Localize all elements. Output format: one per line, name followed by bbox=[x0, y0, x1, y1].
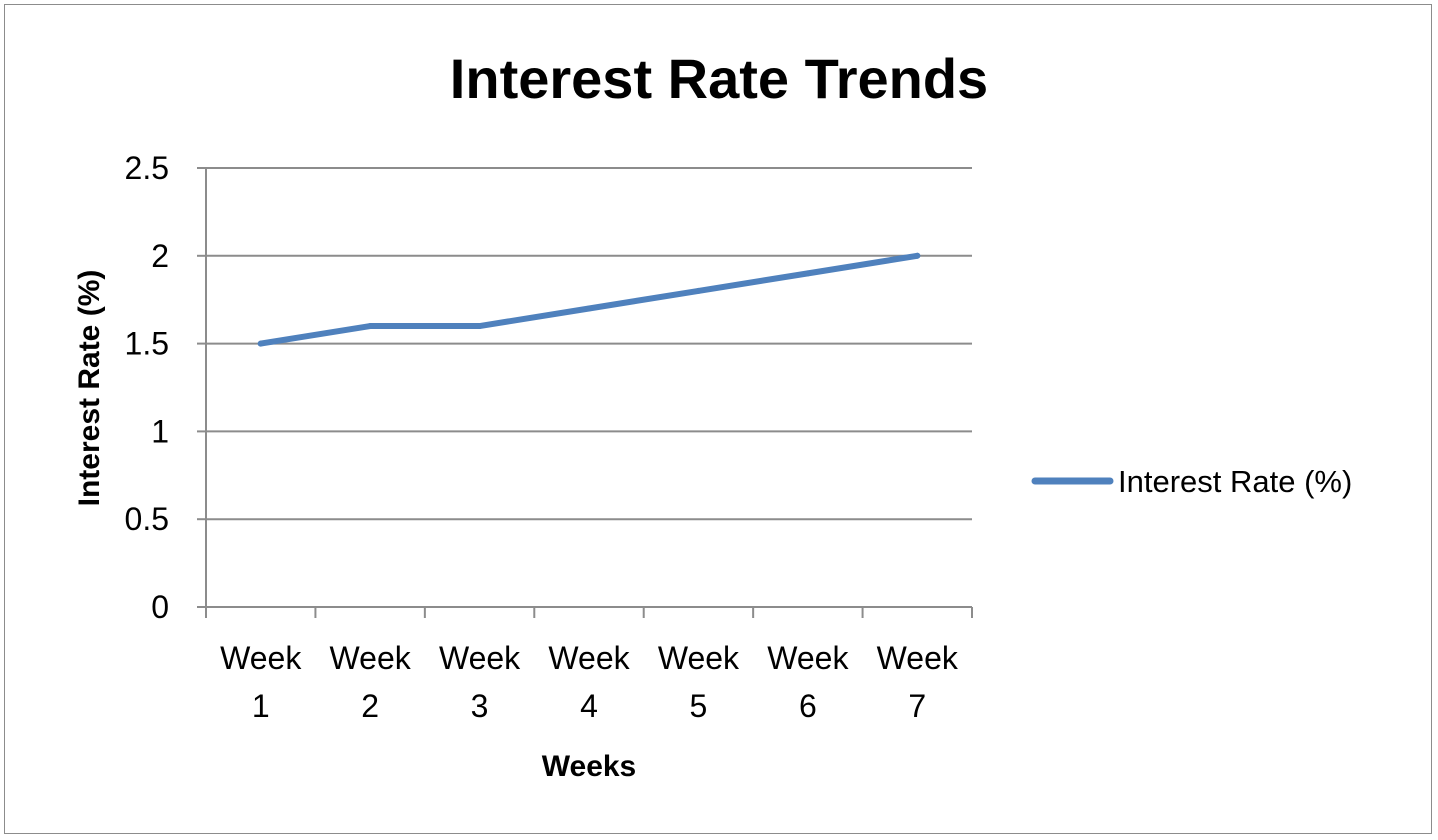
data-point bbox=[476, 323, 483, 330]
y-tick-label: 1.5 bbox=[125, 326, 169, 362]
x-tick-label: 3 bbox=[471, 688, 489, 724]
x-tick-label: Week bbox=[658, 640, 740, 676]
series-line-0 bbox=[257, 252, 921, 347]
x-tick-label: Week bbox=[220, 640, 302, 676]
axes bbox=[197, 167, 973, 618]
x-tick-label: Week bbox=[330, 640, 412, 676]
data-point bbox=[586, 305, 592, 312]
x-tick-label: 6 bbox=[799, 688, 817, 724]
data-point bbox=[695, 287, 702, 294]
y-tick-label: 0 bbox=[151, 589, 169, 625]
legend: Interest Rate (%) bbox=[1031, 464, 1352, 499]
chart-area bbox=[4, 4, 1432, 834]
x-tick-label: 1 bbox=[252, 688, 270, 724]
data-point bbox=[367, 323, 374, 330]
x-axis-title: Weeks bbox=[542, 750, 637, 783]
x-tick-label: Week bbox=[767, 640, 849, 676]
x-tick-label: 5 bbox=[690, 688, 708, 724]
legend-label-interest-rate: Interest Rate (%) bbox=[1118, 464, 1352, 499]
chart-title: Interest Rate Trends bbox=[450, 47, 988, 110]
x-tick-label: Week bbox=[877, 640, 959, 676]
x-tick-label: 2 bbox=[361, 688, 379, 724]
data-point bbox=[804, 270, 811, 277]
y-tick-label: 2.5 bbox=[125, 150, 169, 186]
y-axis-title: Interest Rate (%) bbox=[73, 270, 106, 507]
y-tick-label: 1 bbox=[151, 413, 169, 449]
x-tick-label: Week bbox=[439, 640, 521, 676]
y-tick-label: 2 bbox=[151, 238, 169, 274]
y-tick-labels: 0 0.5 1 1.5 2 2.5 bbox=[125, 150, 169, 625]
x-tick-label: Week bbox=[548, 640, 630, 676]
gridlines bbox=[206, 167, 972, 521]
data-point bbox=[257, 340, 264, 347]
x-tick-label: 7 bbox=[908, 688, 926, 724]
data-point bbox=[914, 252, 921, 259]
x-tick-labels: Week 1 Week 2 Week 3 Week 4 Week 5 Week 6 Week 7 bbox=[220, 640, 959, 724]
x-tick-label: 4 bbox=[580, 688, 598, 724]
y-tick-label: 0.5 bbox=[125, 501, 169, 537]
series-lines bbox=[257, 252, 921, 347]
